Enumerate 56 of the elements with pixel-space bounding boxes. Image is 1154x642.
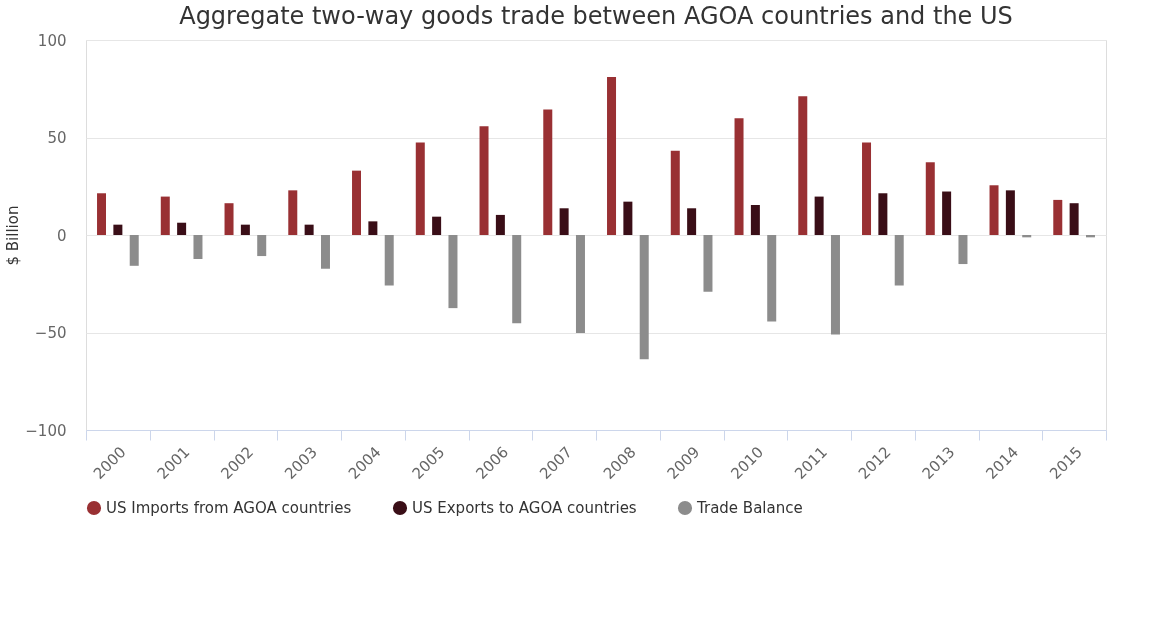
bar [894, 235, 904, 286]
y-tick-label: −100 [25, 421, 67, 440]
bar [129, 235, 139, 266]
bar [862, 142, 872, 235]
bar [193, 235, 203, 259]
bar [177, 222, 187, 235]
bar [224, 203, 234, 235]
bar [97, 193, 107, 235]
y-tick-label: 50 [47, 129, 67, 147]
bar [415, 142, 425, 235]
bar [384, 235, 394, 286]
bar [160, 196, 170, 235]
bar [767, 235, 777, 322]
bar [989, 185, 999, 235]
bar [575, 235, 585, 333]
bar [288, 190, 298, 235]
bar [734, 118, 744, 235]
bar [958, 235, 968, 265]
bar [448, 235, 458, 309]
legend-label: US Imports from AGOA countries [106, 499, 352, 517]
bar [878, 193, 888, 235]
bar [240, 224, 250, 235]
bar [687, 208, 697, 235]
bar [1053, 199, 1063, 235]
bar [495, 214, 505, 235]
bar [942, 191, 952, 235]
bar [304, 224, 314, 235]
bar [512, 235, 522, 324]
bar [1069, 203, 1079, 235]
bar [320, 235, 330, 269]
bar [113, 224, 123, 235]
bar [814, 196, 824, 235]
bar [432, 216, 442, 235]
legend-label: Trade Balance [696, 499, 803, 517]
bar [479, 126, 489, 235]
bar [1005, 190, 1015, 235]
bar [368, 221, 378, 235]
bar [703, 235, 713, 292]
y-tick-label: 100 [37, 31, 67, 50]
bar [925, 162, 935, 235]
y-tick-label: −50 [34, 324, 67, 342]
chart-title: Aggregate two-way goods trade between AGOA countries and the US [179, 2, 1013, 30]
bar [607, 77, 617, 235]
bar [798, 96, 808, 235]
bar [257, 235, 267, 257]
legend-label: US Exports to AGOA countries [412, 499, 637, 517]
bar [830, 235, 840, 335]
bar [623, 201, 633, 235]
bar [559, 208, 569, 235]
bar [352, 170, 362, 235]
bar [750, 204, 760, 235]
y-tick-label: 0 [56, 226, 67, 245]
bar [543, 109, 553, 235]
bar [670, 150, 680, 235]
y-axis-title: $ Billion [4, 205, 23, 266]
bar [639, 235, 649, 360]
